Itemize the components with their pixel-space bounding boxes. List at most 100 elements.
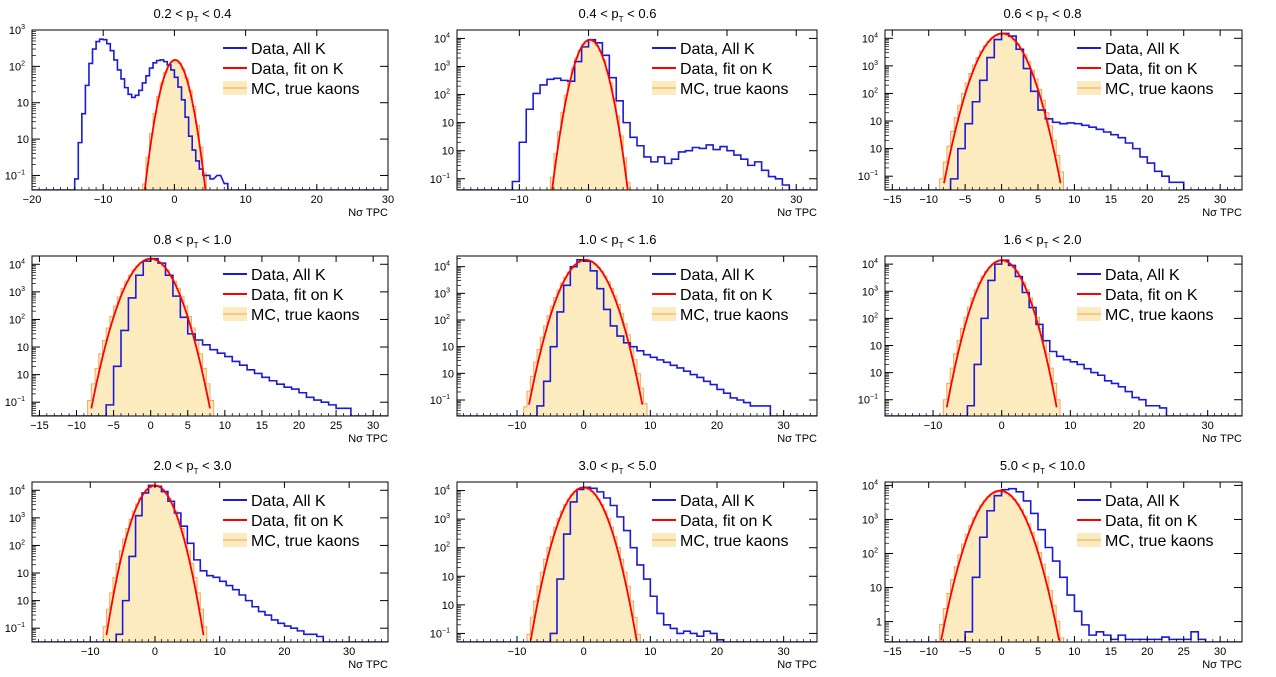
series-mc-true-kaons	[32, 259, 388, 416]
title-pre: 0.2 < p	[154, 6, 194, 21]
title-post: < 10.0	[1045, 458, 1085, 473]
x-tick-label: 15	[1105, 646, 1117, 658]
x-tick-label: −10	[67, 420, 86, 432]
y-tick-label: 102	[9, 539, 25, 552]
y-tick-exponent: 2	[446, 542, 450, 549]
x-tick-label: 30	[778, 646, 790, 658]
y-tick-base: 10	[434, 514, 446, 526]
y-tick-label: 10−1	[5, 396, 25, 409]
x-tick-label: 25	[330, 420, 342, 432]
y-tick-exponent: −1	[17, 396, 25, 403]
x-tick-label: −10	[94, 194, 113, 206]
y-tick-base: 10	[862, 480, 874, 492]
y-tick-base: 10	[434, 543, 446, 555]
legend-label: Data, All K	[1105, 267, 1180, 284]
y-tick-label: 10	[17, 568, 29, 580]
chart-panel-3: 0.6 < pT < 0.8−15 −10 −5 0 5 10 15 20 25 3010−110…	[858, 6, 1243, 219]
y-tick-exponent: 4	[21, 484, 25, 491]
title-pre: 1.6 < p	[1004, 232, 1044, 247]
legend-label: MC, true kaons	[680, 533, 788, 550]
title-post: < 3.0	[199, 458, 232, 473]
y-tick-base: 10	[9, 540, 21, 552]
title-subscript: T	[194, 15, 199, 24]
x-tick-label: 5	[1035, 194, 1041, 206]
y-tick-label: 10	[17, 134, 29, 146]
plot-area	[457, 258, 817, 416]
y-tick-label: 102	[9, 60, 25, 73]
title-pre: 0.6 < p	[1004, 6, 1044, 21]
y-tick-base: 10	[442, 118, 454, 130]
legend-label: Data, All K	[680, 41, 755, 58]
x-axis-title: Nσ TPC	[348, 207, 388, 219]
y-tick-exponent: −1	[442, 394, 450, 401]
x-tick-label: 30	[367, 420, 379, 432]
y-tick-exponent: 3	[874, 60, 878, 67]
series-mc-true-kaons	[885, 491, 1242, 642]
y-tick-exponent: 3	[446, 287, 450, 294]
plot-area	[885, 487, 1242, 642]
title-subscript: T	[619, 15, 624, 24]
legend-label: Data, All K	[251, 267, 326, 284]
y-tick-label: 10−1	[858, 394, 878, 407]
y-tick-base: 10	[862, 88, 874, 100]
y-tick-label: 104	[862, 32, 878, 45]
plot-frame	[884, 481, 1243, 643]
y-tick-label: 102	[9, 313, 25, 326]
x-tick-label: −10	[919, 646, 938, 658]
panel-title: 5.0 < pT < 10.0	[1000, 458, 1085, 476]
panel-title: 1.0 < pT < 1.6	[579, 232, 657, 250]
legend-label: Data, fit on K	[680, 513, 773, 530]
y-tick-exponent: 3	[21, 24, 25, 31]
series-mc-true-kaons	[32, 485, 388, 642]
y-tick-label: 10	[870, 368, 882, 380]
y-tick-label: 103	[434, 513, 450, 526]
title-post: < 1.0	[199, 232, 232, 247]
y-tick-label: 103	[434, 60, 450, 73]
x-tick-label: 10	[1068, 646, 1080, 658]
y-tick-exponent: −1	[17, 169, 25, 176]
y-tick-base: 10	[870, 116, 882, 128]
y-tick-base: 10	[870, 340, 882, 352]
y-tick-base: 10	[9, 287, 21, 299]
y-tick-base: 10	[9, 259, 21, 271]
x-tick-label: −10	[81, 646, 100, 658]
x-tick-label: 20	[293, 420, 305, 432]
y-tick-base: 10	[862, 313, 874, 325]
y-tick-base: 10	[17, 98, 29, 110]
y-tick-base: 10	[430, 395, 442, 407]
y-tick-label: 102	[434, 89, 450, 102]
x-tick-label: −20	[23, 194, 42, 206]
y-tick-exponent: −1	[442, 173, 450, 180]
y-tick-label: 10	[870, 583, 882, 595]
x-tick-label: −15	[883, 194, 902, 206]
y-tick-base: 10	[858, 171, 870, 183]
panel-title: 1.6 < pT < 2.0	[1004, 232, 1082, 250]
title-subscript: T	[619, 467, 624, 476]
y-tick-label: 10	[442, 118, 454, 130]
series-data-all-k	[32, 38, 388, 190]
series-mc-true-kaons	[457, 39, 817, 190]
series-mc-true-kaons	[885, 260, 1242, 416]
x-tick-label: 0	[581, 646, 587, 658]
chart-panel-9: 5.0 < pT < 10.0−15 −10 −5 0 5 10 15 20 25 3011010…	[862, 458, 1243, 671]
y-tick-label: 103	[434, 287, 450, 300]
title-post: < 0.6	[624, 6, 657, 21]
y-tick-exponent: −1	[442, 627, 450, 634]
y-tick-base: 10	[9, 25, 21, 37]
y-tick-exponent: 3	[21, 286, 25, 293]
y-tick-base: 10	[442, 571, 454, 583]
y-tick-base: 10	[870, 583, 882, 595]
plot-area	[32, 484, 388, 642]
y-tick-base: 10	[9, 485, 21, 497]
y-tick-label: 104	[434, 32, 450, 45]
x-tick-label: 30	[382, 194, 394, 206]
y-tick-exponent: 2	[874, 312, 878, 319]
y-tick-label: 103	[9, 512, 25, 525]
legend-label: MC, true kaons	[680, 307, 788, 324]
plot-area	[885, 259, 1242, 416]
legend-label: MC, true kaons	[251, 533, 359, 550]
y-tick-label: 103	[862, 60, 878, 73]
legend-label: MC, true kaons	[1105, 307, 1213, 324]
y-tick-base: 10	[434, 288, 446, 300]
x-tick-label: 0	[152, 646, 158, 658]
